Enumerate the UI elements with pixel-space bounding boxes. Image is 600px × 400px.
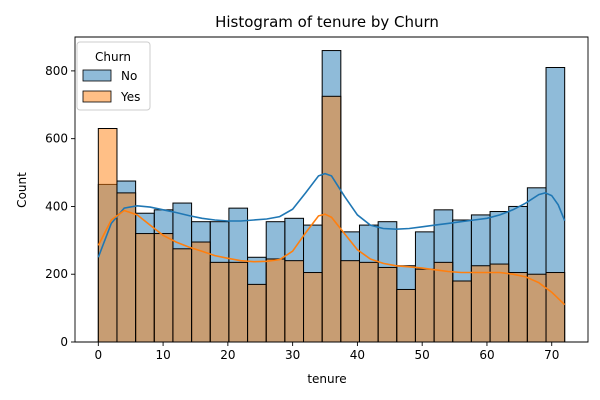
legend-title: Churn — [95, 50, 131, 64]
kde-line-no — [97, 172, 566, 258]
bar-yes — [470, 265, 491, 343]
legend: Churn No Yes — [76, 41, 151, 111]
y-tick-label: 600 — [45, 132, 68, 146]
legend-label-yes: Yes — [120, 90, 140, 104]
bar-yes — [489, 263, 510, 343]
legend-label-no: No — [121, 69, 137, 83]
bar-yes — [135, 233, 155, 343]
bar-yes — [303, 272, 323, 343]
x-tick-label: 40 — [350, 348, 365, 362]
axes-frame — [74, 36, 589, 343]
bar-yes — [377, 266, 398, 343]
x-tick-label: 50 — [415, 348, 430, 362]
bar-yes — [265, 258, 286, 343]
bar-yes — [116, 192, 137, 343]
bar-yes — [153, 233, 174, 343]
x-tick-label: 0 — [94, 348, 102, 362]
x-tick-label: 70 — [544, 348, 559, 362]
bar-yes — [414, 268, 435, 343]
x-axis-label: tenure — [307, 372, 346, 386]
bar-yes — [247, 283, 267, 343]
kde-line-yes — [97, 209, 566, 306]
bar-yes — [284, 260, 305, 343]
bar-yes — [508, 272, 528, 343]
bar-yes — [97, 128, 118, 343]
x-tick-label: 10 — [155, 348, 170, 362]
bar-yes — [526, 273, 547, 343]
y-tick-label: 400 — [45, 199, 68, 213]
x-tick-label: 20 — [220, 348, 235, 362]
y-axis-label: Count — [15, 172, 29, 208]
y-tick-label: 0 — [60, 335, 68, 349]
bar-yes — [396, 288, 416, 343]
bar-yes — [545, 272, 566, 343]
bar-yes — [172, 248, 193, 343]
bar-yes — [340, 260, 360, 343]
y-tick-label: 200 — [45, 267, 68, 281]
bar-yes — [209, 261, 230, 343]
bar-yes — [358, 261, 379, 343]
y-tick-label: 800 — [45, 64, 68, 78]
bar-yes — [452, 280, 472, 343]
bar-yes — [321, 95, 342, 343]
x-tick-label: 60 — [479, 348, 494, 362]
bar-yes — [433, 261, 454, 343]
plot-area: 0 10 20 30 40 50 60 70 0 200 400 600 800 — [45, 36, 589, 362]
chart-title: Histogram of tenure by Churn — [215, 13, 439, 31]
legend-swatch-yes — [82, 90, 112, 103]
x-tick-label: 30 — [285, 348, 300, 362]
bar-yes — [191, 241, 211, 343]
bar-yes — [228, 261, 249, 343]
legend-swatch-no — [82, 69, 112, 82]
